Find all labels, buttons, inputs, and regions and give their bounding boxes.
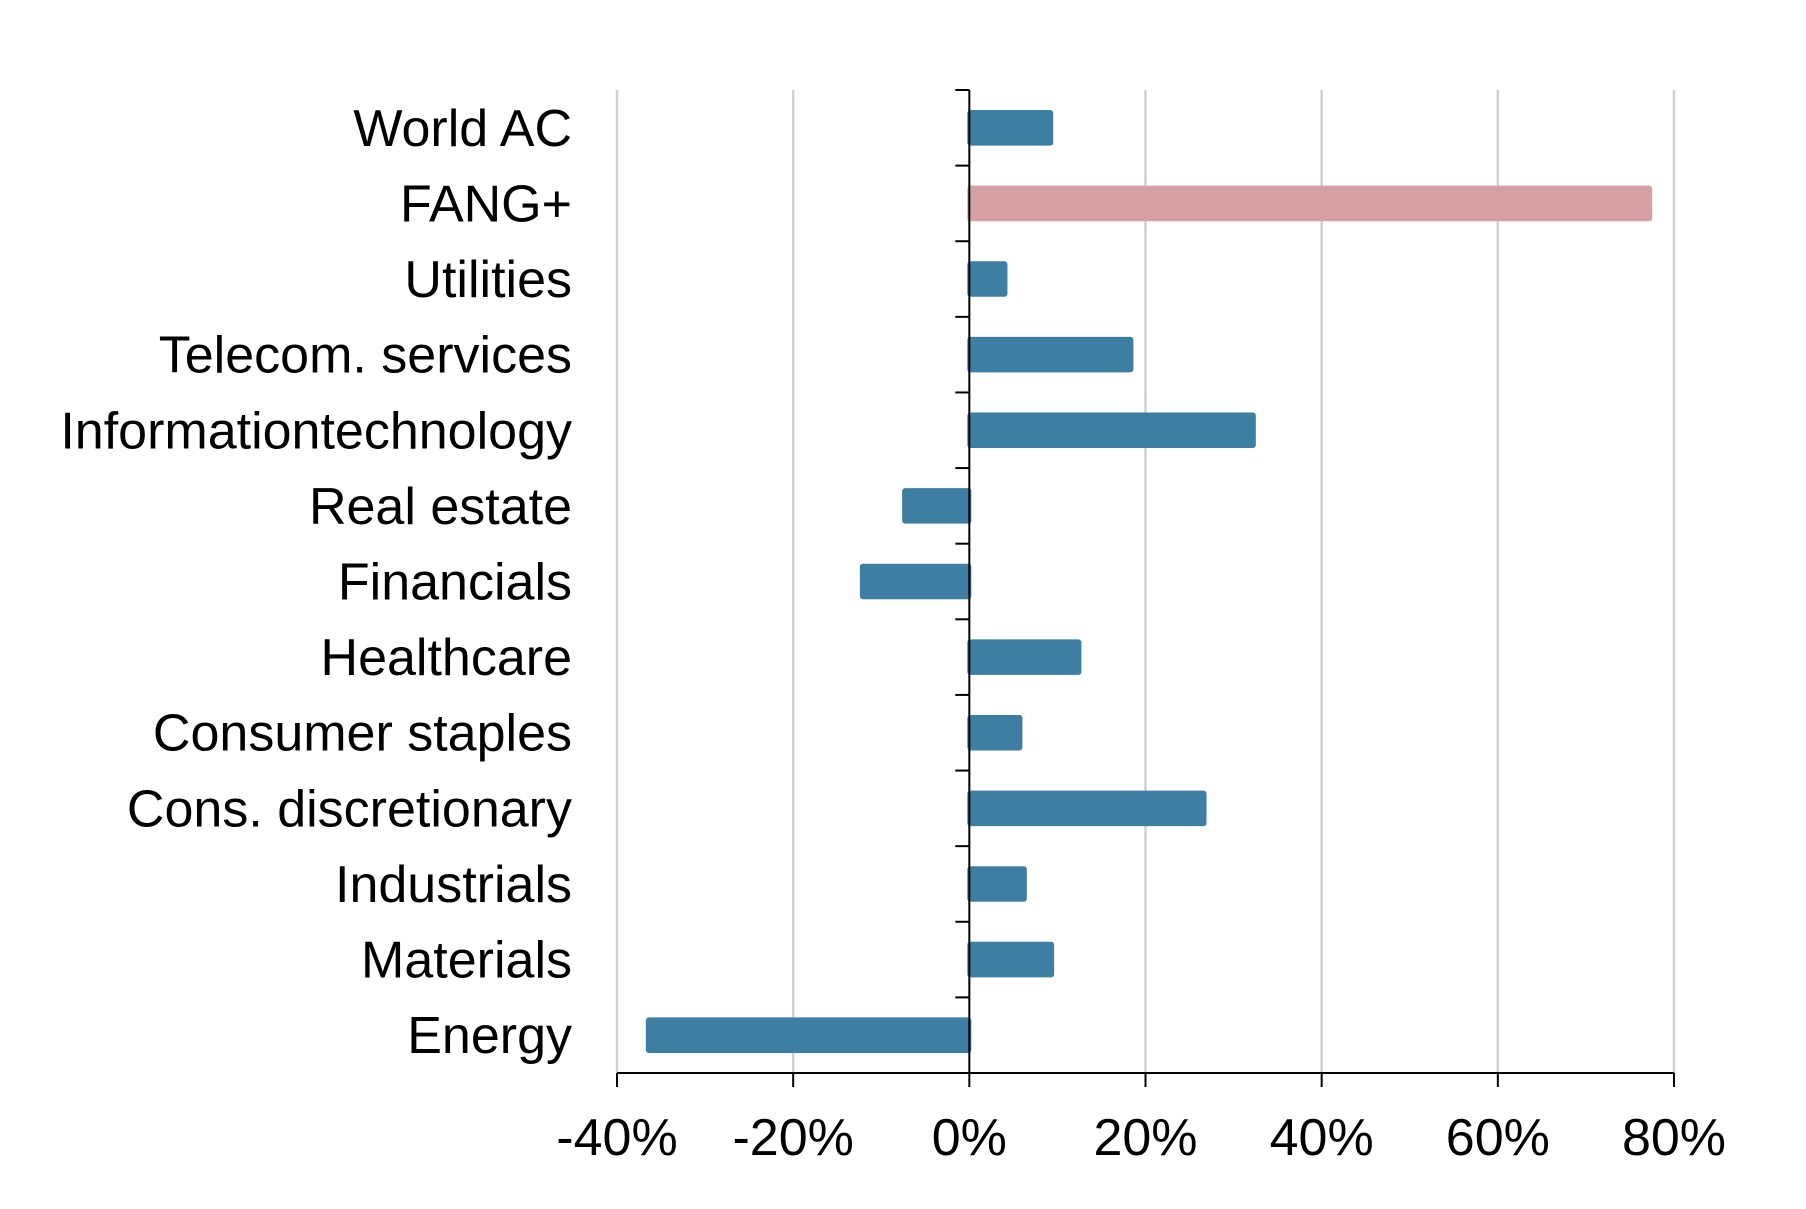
x-tick-label: 40% bbox=[1270, 1109, 1374, 1167]
gridlines bbox=[615, 90, 1676, 1073]
bar bbox=[967, 639, 1082, 675]
x-tick-label: 80% bbox=[1622, 1109, 1726, 1167]
axes bbox=[616, 89, 1675, 1087]
category-label: Cons. discretionary bbox=[127, 780, 572, 838]
category-label: Real estate bbox=[309, 478, 572, 536]
bar bbox=[967, 261, 1008, 297]
category-label: Consumer staples bbox=[153, 705, 572, 763]
x-tick-label: -20% bbox=[732, 1109, 853, 1167]
category-label: Healthcare bbox=[321, 629, 572, 687]
category-label: Industrials bbox=[335, 856, 572, 914]
bar bbox=[902, 488, 972, 524]
category-label: FANG+ bbox=[400, 175, 572, 233]
x-tick-label: 0% bbox=[932, 1109, 1007, 1167]
category-label: Financials bbox=[338, 554, 572, 612]
bar bbox=[967, 412, 1256, 449]
bar bbox=[967, 185, 1653, 222]
category-labels: World AC FANG+ Utilities Telecom. services I… bbox=[60, 100, 572, 1065]
bar bbox=[967, 110, 1054, 146]
bar bbox=[645, 1017, 972, 1053]
bar bbox=[967, 714, 1023, 751]
category-label: Materials bbox=[361, 932, 572, 990]
bar bbox=[967, 866, 1027, 902]
bar bbox=[967, 790, 1207, 827]
x-tick-label: -40% bbox=[556, 1109, 677, 1167]
bar bbox=[859, 563, 972, 600]
category-label: Utilities bbox=[404, 251, 572, 309]
x-tick-label: 60% bbox=[1446, 1109, 1550, 1167]
category-label: Informationtechnology bbox=[60, 402, 572, 460]
category-label: World AC bbox=[353, 100, 572, 158]
bar bbox=[967, 941, 1055, 978]
bars bbox=[645, 110, 1653, 1053]
category-label: Telecom. services bbox=[159, 327, 572, 385]
bar bbox=[967, 336, 1134, 373]
x-tick-label: 20% bbox=[1093, 1109, 1197, 1167]
x-tick-labels: -40% -20% 0% 20% 40% 60% 80% bbox=[556, 1109, 1726, 1167]
category-label: Energy bbox=[407, 1007, 572, 1065]
